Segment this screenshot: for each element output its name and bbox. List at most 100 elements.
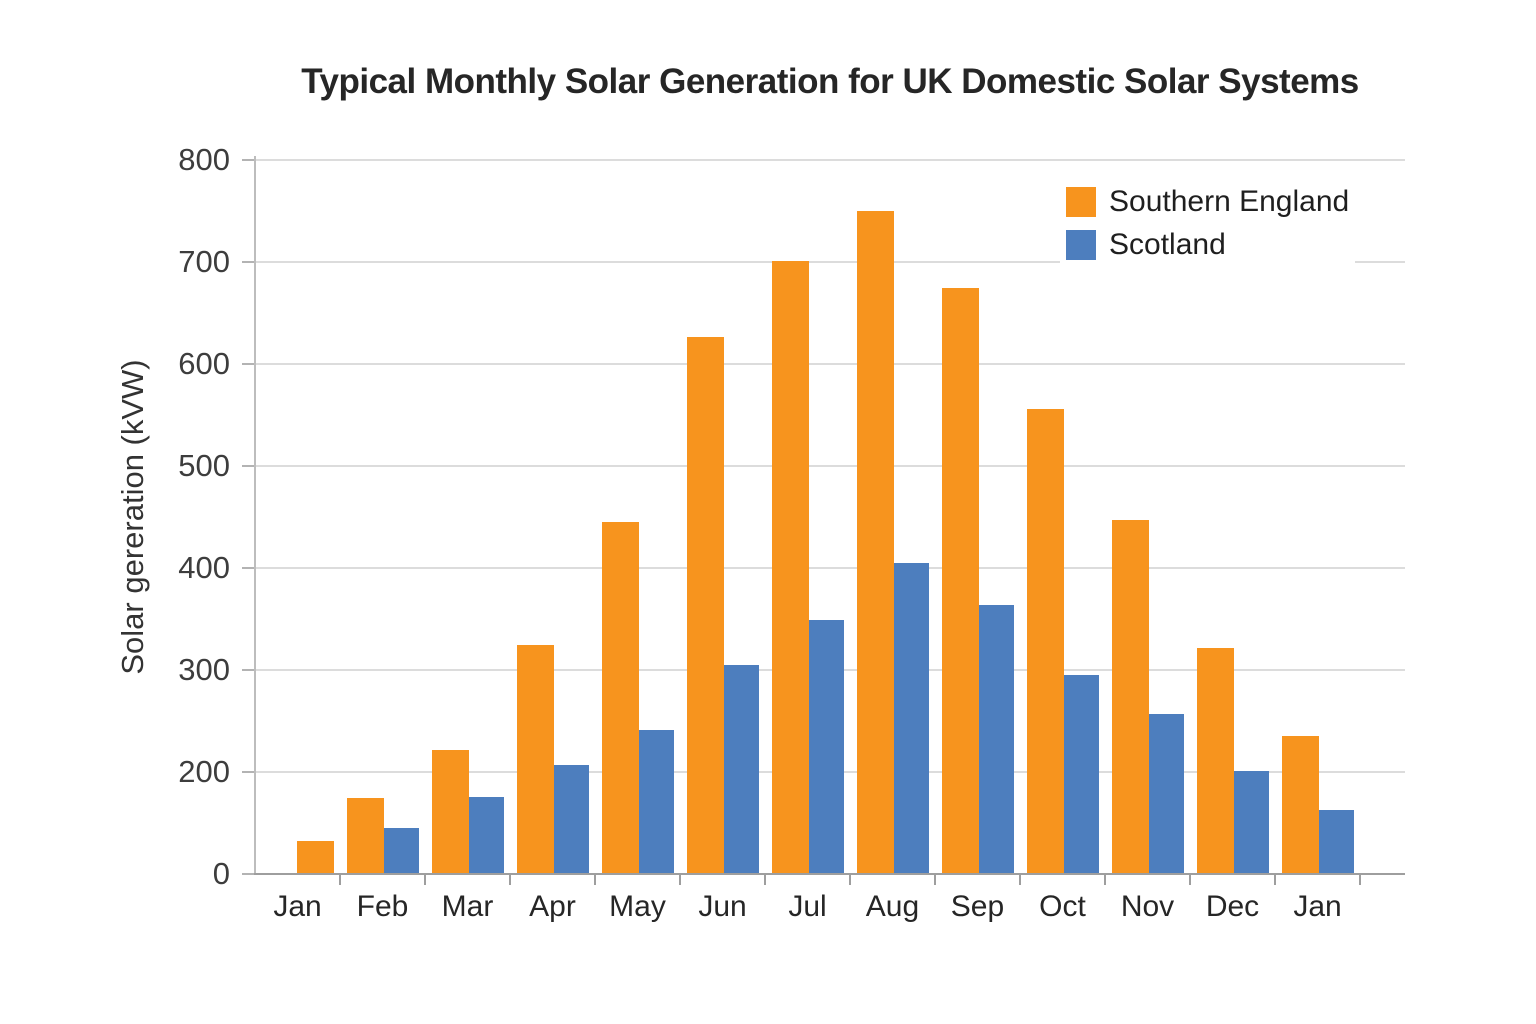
x-tick-mark: [594, 874, 596, 885]
y-tick-label: 200: [178, 754, 230, 789]
bar-southern-england: [431, 749, 469, 874]
legend-label-scotland: Scotland: [1109, 228, 1226, 261]
x-tick-mark: [1104, 874, 1106, 885]
legend-item-southern-england: Southern England: [1066, 185, 1349, 219]
y-tick-label: 600: [178, 346, 230, 381]
bar-scotland: [553, 764, 589, 874]
y-tick-mark: [242, 363, 255, 365]
bar-southern-england: [941, 287, 979, 874]
legend-label-southern-england: Southern England: [1109, 185, 1350, 218]
bar-group-oct-9: [1020, 408, 1105, 874]
bar-scotland: [638, 730, 674, 874]
bar-group-aug-7: [850, 211, 935, 874]
y-tick-mark: [242, 873, 255, 875]
legend: Southern England Scotland: [1060, 181, 1356, 268]
x-axis-label: Dec: [1205, 890, 1260, 923]
bar-group-jul-6: [765, 261, 850, 874]
plot-area: 0 200 300 400 500 600 700 800 Jan Feb Mar Apr May Ju…: [178, 143, 1405, 923]
bar-scotland: [1318, 810, 1354, 874]
x-tick-mark: [1359, 874, 1361, 885]
x-axis-labels: Jan Feb Mar Apr May Jun Jul Aug Sep Oct Nov Dec Jan: [255, 890, 1405, 924]
bar-group-apr-3: [510, 644, 595, 874]
x-tick-mark: [1189, 874, 1191, 885]
legend-item-scotland: Scotland: [1066, 228, 1349, 262]
bar-scotland: [893, 562, 929, 874]
gridline: [255, 465, 1405, 467]
x-tick-mark: [679, 874, 681, 885]
bar-group-mar-2: [425, 749, 510, 874]
x-axis-label: Oct: [1039, 890, 1086, 923]
x-axis-label: Jun: [698, 890, 747, 923]
bar-scotland: [723, 664, 759, 874]
bar-group-feb-1: [340, 797, 425, 874]
bar-southern-england: [1281, 736, 1319, 874]
y-tick-mark: [242, 465, 255, 467]
y-axis-title: Solar gereration (kVW): [115, 359, 150, 675]
x-tick-mark: [339, 874, 341, 885]
bar-southern-england: [601, 522, 639, 874]
bar-southern-england: [1111, 520, 1149, 874]
x-tick-mark: [1019, 874, 1021, 885]
y-tick-mark: [242, 159, 255, 161]
bar-scotland: [1148, 713, 1184, 874]
bar-southern-england: [1196, 647, 1234, 874]
y-tick-label: 400: [178, 550, 230, 585]
bar-group-jun-5: [680, 336, 765, 874]
x-tick-mark: [764, 874, 766, 885]
x-tick-mark: [509, 874, 511, 885]
y-tick-label: 300: [178, 652, 230, 687]
x-axis-label: Apr: [529, 890, 576, 923]
y-tick-mark: [242, 669, 255, 671]
x-axis-label: Jul: [788, 890, 827, 923]
bar-southern-england: [856, 211, 894, 874]
bar-group-jan-12: [1275, 736, 1360, 874]
bar-scotland: [978, 604, 1014, 874]
scotland-swatch-icon: [1066, 230, 1096, 260]
y-tick-mark: [242, 261, 255, 263]
x-axis-line: [254, 873, 1405, 875]
x-axis-label: Jan: [273, 890, 322, 923]
x-axis-label: Aug: [865, 890, 920, 923]
bar-southern-england: [771, 261, 809, 874]
x-axis-label: Nov: [1120, 890, 1175, 923]
bar-southern-england: [346, 797, 384, 874]
bar-southern-england: [1026, 408, 1064, 874]
y-tick-mark: [242, 567, 255, 569]
bar-group-may-4: [595, 522, 680, 874]
y-tick-label: 0: [212, 856, 230, 891]
chart-title: Typical Monthly Solar Generation for UK …: [301, 62, 1359, 101]
bar-southern-england: [296, 841, 334, 874]
y-tick-label: 800: [178, 142, 230, 177]
x-axis-label: May: [609, 890, 666, 923]
bar-group-sep-8: [935, 287, 1020, 874]
x-axis-label: Mar: [441, 890, 494, 923]
x-tick-mark: [1274, 874, 1276, 885]
bar-series: [255, 160, 1405, 874]
bar-group-dec-11: [1190, 647, 1275, 874]
x-axis-label: Feb: [356, 890, 409, 923]
gridline: [255, 159, 1405, 161]
bar-scotland: [383, 828, 419, 874]
gridline: [255, 363, 1405, 365]
bar-scotland: [468, 796, 504, 874]
bar-scotland: [1063, 675, 1099, 874]
x-tick-mark: [424, 874, 426, 885]
x-axis-label: Jan: [1293, 890, 1342, 923]
gridline: [255, 261, 1405, 263]
bar-scotland: [808, 620, 844, 874]
x-axis-label: Sep: [950, 890, 1005, 923]
bar-group-jan-0: [255, 841, 340, 874]
southern-england-swatch-icon: [1066, 187, 1096, 217]
bar-southern-england: [516, 644, 554, 874]
y-tick-label: 500: [178, 448, 230, 483]
y-tick-mark: [242, 771, 255, 773]
x-tick-mark: [849, 874, 851, 885]
bar-group-nov-10: [1105, 520, 1190, 874]
gridline: [255, 567, 1405, 569]
y-tick-label: 700: [178, 244, 230, 279]
y-axis-line: [254, 156, 256, 874]
bar-southern-england: [686, 336, 724, 874]
bar-scotland: [1233, 771, 1269, 874]
x-tick-mark: [934, 874, 936, 885]
